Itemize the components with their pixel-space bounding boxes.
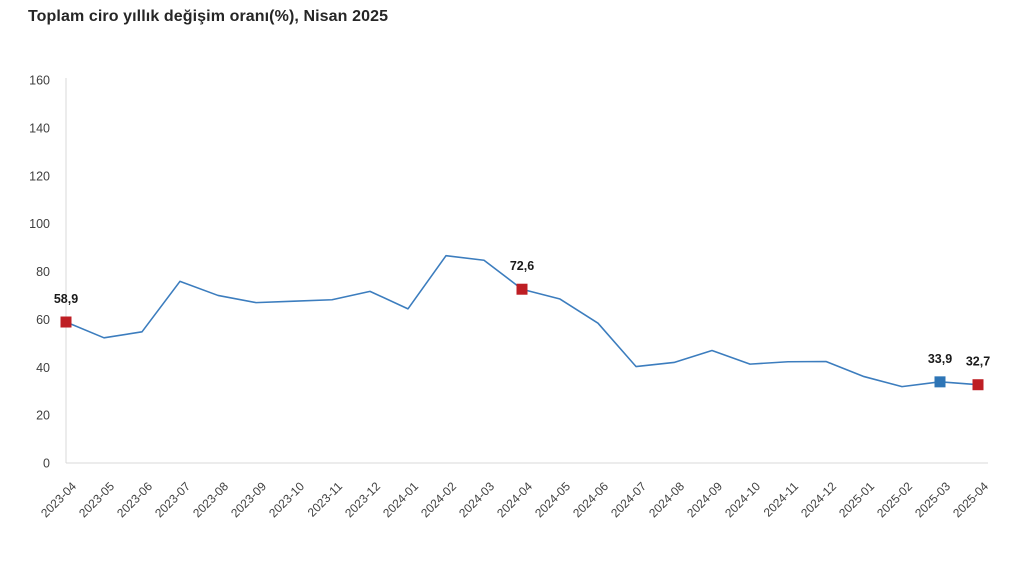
x-tick-label: 2023-05: [76, 479, 117, 520]
x-tick-label: 2024-12: [798, 479, 839, 520]
y-tick-label: 80: [36, 265, 50, 279]
x-tick-label: 2024-09: [684, 479, 725, 520]
x-tick-label: 2024-05: [532, 479, 573, 520]
x-tick-label: 2024-10: [722, 479, 763, 520]
data-point-label-2025-04: 32,7: [966, 355, 990, 369]
data-point-marker-2023-04: [60, 316, 72, 328]
data-point-label-2023-04: 58,9: [54, 292, 78, 306]
y-tick-label: 120: [29, 169, 50, 183]
x-tick-label: 2025-02: [874, 479, 915, 520]
x-tick-label: 2024-07: [608, 479, 649, 520]
x-tick-label: 2023-06: [114, 479, 155, 520]
y-tick-label: 160: [29, 74, 50, 88]
x-tick-label: 2025-04: [950, 479, 991, 520]
y-tick-label: 0: [43, 457, 50, 471]
x-tick-label: 2025-01: [836, 479, 877, 520]
x-tick-label: 2024-04: [494, 479, 535, 520]
x-tick-label: 2024-02: [418, 479, 459, 520]
x-tick-label: 2023-10: [266, 479, 307, 520]
x-tick-label: 2024-01: [380, 479, 421, 520]
y-tick-label: 60: [36, 313, 50, 327]
x-tick-label: 2025-03: [912, 479, 953, 520]
x-tick-label: 2024-08: [646, 479, 687, 520]
x-tick-label: 2023-04: [38, 479, 79, 520]
y-tick-label: 100: [29, 217, 50, 231]
y-tick-label: 20: [36, 409, 50, 423]
x-tick-label: 2023-08: [190, 479, 231, 520]
x-tick-label: 2023-12: [342, 479, 383, 520]
data-point-marker-2025-04: [972, 379, 984, 391]
chart-title: Toplam ciro yıllık değişim oranı(%), Nis…: [28, 8, 389, 25]
data-point-label-2024-04: 72,6: [510, 259, 534, 273]
data-point-marker-2025-03: [934, 376, 946, 388]
x-tick-label: 2024-06: [570, 479, 611, 520]
x-tick-label: 2023-11: [305, 479, 346, 520]
y-tick-label: 40: [36, 361, 50, 375]
x-tick-label: 2024-03: [456, 479, 497, 520]
x-tick-label: 2023-09: [228, 479, 269, 520]
data-point-label-2025-03: 33,9: [928, 352, 952, 366]
data-point-marker-2024-04: [516, 283, 528, 295]
y-tick-label: 140: [29, 121, 50, 135]
x-tick-label: 2024-11: [761, 479, 802, 520]
x-tick-label: 2023-07: [152, 479, 193, 520]
trend-line: [65, 254, 979, 388]
